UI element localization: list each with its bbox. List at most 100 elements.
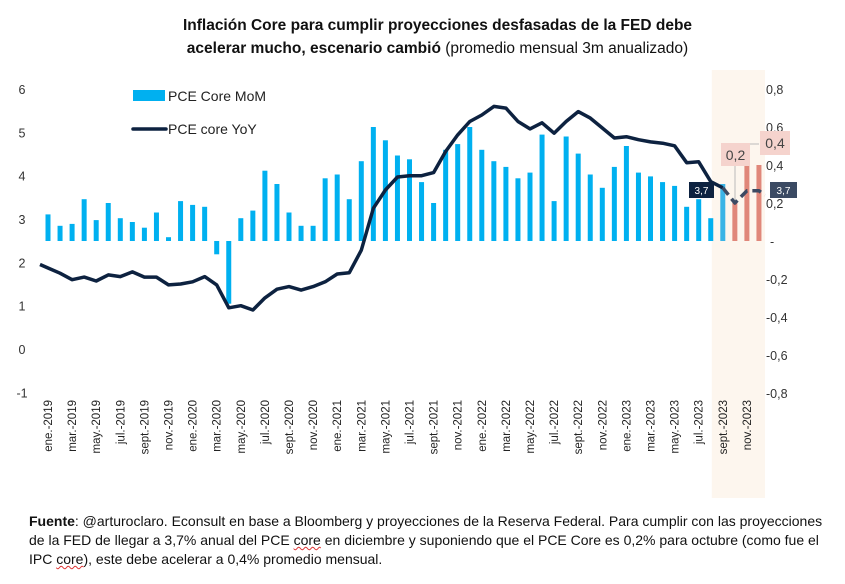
bar-mom (503, 166, 509, 241)
left-axis-tick: 1 (19, 300, 26, 314)
bar-mom (611, 166, 617, 241)
bar-mom (635, 172, 641, 241)
bar-mom (298, 225, 304, 241)
x-axis-tick: ene.-2021 (332, 400, 344, 452)
bar-mom (214, 241, 220, 255)
bar-mom (720, 184, 726, 241)
bar-mom (648, 176, 653, 241)
x-axis-tick: sept.-2020 (284, 400, 296, 454)
bar-mom (696, 199, 702, 241)
bar-mom (286, 212, 292, 241)
x-axis-tick: ene.-2023 (621, 400, 633, 452)
right-axis-tick: -0,8 (766, 387, 788, 401)
bar-mom (153, 212, 159, 241)
bar-mom (81, 199, 87, 241)
title-line2-bold: acelerar mucho, escenario cambió (186, 40, 441, 57)
bar-mom (515, 178, 521, 241)
x-axis-tick: mar.-2022 (501, 400, 513, 452)
line-yoy (39, 104, 724, 312)
bar-mom (684, 206, 690, 241)
x-axis-tick: nov.-2020 (308, 400, 320, 450)
right-axis-tick: - (770, 235, 774, 249)
right-axis-tick: -0,2 (766, 273, 788, 287)
label-yoy: 3,7 (695, 186, 709, 197)
bar-mom (178, 201, 184, 241)
bar-mom (310, 225, 316, 241)
bar-mom (491, 161, 497, 241)
source-word-core: core (56, 551, 84, 567)
bar-mom (57, 225, 63, 241)
projection-band (711, 70, 765, 498)
bar-mom (672, 185, 678, 241)
bar-mom (93, 220, 99, 241)
label-box-yoy-end (770, 182, 797, 198)
bar-mom (105, 203, 111, 241)
bar-mom (575, 153, 581, 241)
bar-mom (756, 165, 762, 241)
bar-mom (334, 174, 340, 241)
label-yoy-end: 3,7 (777, 186, 791, 197)
x-axis-tick: mar.-2021 (356, 400, 368, 452)
x-axis-tick: jul.-2020 (260, 400, 272, 445)
bar-mom (467, 127, 473, 241)
left-axis-tick: -1 (16, 386, 27, 400)
bar-mom (250, 210, 256, 241)
x-axis-tick: sept.-2019 (139, 400, 151, 454)
source-label: Fuente (29, 513, 75, 529)
legend-label-yoy: PCE core YoY (168, 121, 257, 137)
x-axis-tick: ene.-2019 (43, 400, 55, 452)
title-line2-normal: (promedio mensual 3m anualizado) (445, 40, 689, 57)
right-axis-tick: 0,4 (766, 159, 783, 173)
source-word-core: core (293, 532, 321, 548)
bar-mom (202, 206, 208, 241)
source-text-a: : @arturoclaro. Econsult en base a Bloom… (29, 513, 823, 548)
left-axis-tick: 2 (19, 256, 26, 270)
source-text-b: en diciembre y suponiendo que el PCE Cor… (29, 532, 819, 567)
x-axis-tick: sept.-2021 (429, 400, 441, 454)
x-axis-tick: may.-2020 (236, 400, 248, 453)
chart-area: -10123456-0,8-0,6-0,4-0,2-0,20,40,60,8en… (16, 70, 797, 498)
bar-mom (322, 178, 328, 241)
bar-mom (45, 214, 51, 241)
x-axis-tick: may.-2021 (380, 400, 392, 453)
legend-swatch-mom (133, 90, 165, 101)
bar-mom (346, 199, 352, 241)
bar-mom (479, 149, 485, 241)
x-axis-tick: may.-2023 (670, 400, 682, 453)
label-box-mom (760, 131, 790, 155)
bar-mom (551, 201, 557, 241)
label-box-yoy (689, 182, 714, 198)
left-axis-tick: 5 (19, 126, 26, 140)
x-axis-tick: nov.-2023 (742, 400, 754, 450)
left-axis-tick: 4 (19, 170, 26, 184)
bar-mom (370, 127, 376, 241)
x-axis-tick: may.-2019 (91, 400, 103, 453)
right-axis-tick: 0,8 (766, 83, 783, 97)
bar-mom (599, 187, 605, 241)
x-axis-tick: mar.-2023 (646, 400, 658, 452)
line-yoy-projection (721, 186, 767, 205)
bar-mom (419, 182, 425, 241)
bar-mom (166, 237, 171, 241)
bar-mom (274, 184, 280, 241)
left-axis-tick: 6 (19, 83, 26, 97)
x-axis-tick: jul.-2022 (549, 400, 561, 445)
bar-mom (262, 170, 268, 241)
bar-mom (708, 218, 714, 241)
bar-mom (407, 159, 412, 241)
bar-mom (527, 172, 533, 241)
label-box-mom (721, 143, 750, 166)
bar-mom (238, 218, 244, 241)
label-mom-oct: 0,2 (726, 147, 746, 163)
x-axis-tick: ene.-2020 (188, 400, 200, 452)
x-axis-tick: jul.-2021 (405, 400, 417, 445)
x-axis-tick: sept.-2022 (573, 400, 585, 454)
x-axis-tick: nov.-2021 (453, 400, 465, 450)
x-axis-tick: nov.-2019 (164, 400, 176, 450)
x-axis-tick: jul.-2023 (694, 400, 706, 445)
bar-mom (69, 223, 75, 241)
bar-mom (443, 149, 449, 241)
bar-mom (660, 182, 666, 241)
bar-mom (394, 155, 400, 241)
bar-mom (744, 165, 750, 241)
